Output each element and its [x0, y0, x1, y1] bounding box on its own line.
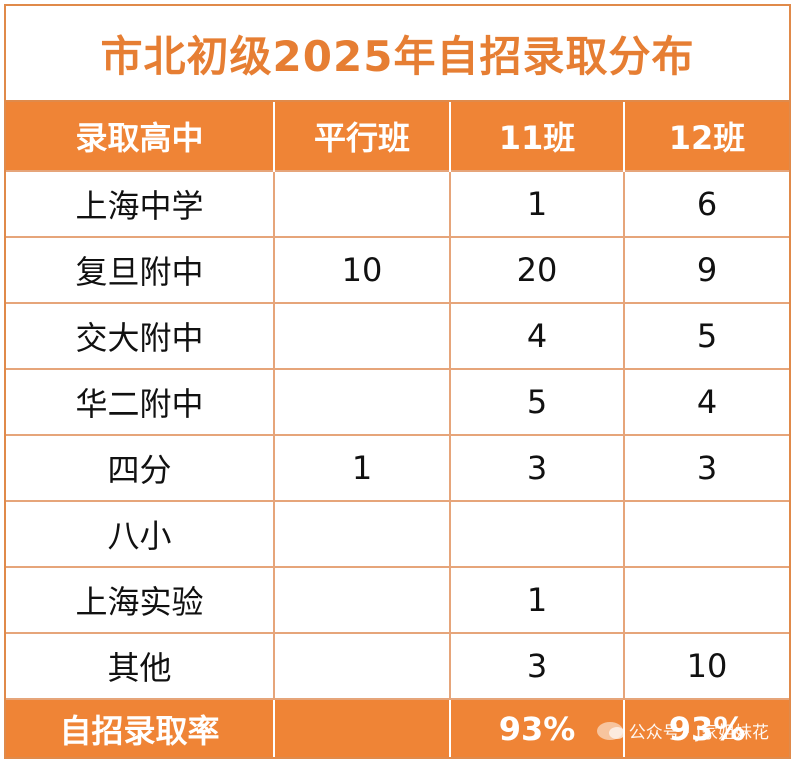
- cell-parallel: [273, 566, 451, 634]
- cell-parallel: [273, 500, 451, 568]
- cell-class-12: 3: [623, 434, 789, 502]
- table-row: 华二附中 5 4: [6, 368, 789, 436]
- cell-class-12: 6: [623, 170, 789, 238]
- cell-school: 复旦附中: [6, 236, 275, 304]
- table-row: 复旦附中 10 20 9: [6, 236, 789, 304]
- watermark-label: 公众号 · J家姐妹花: [628, 723, 769, 743]
- cell-class-11: 1: [449, 566, 625, 634]
- cell-school: 交大附中: [6, 302, 275, 370]
- table-row: 四分 1 3 3: [6, 434, 789, 502]
- footer-label: 自招录取率: [6, 699, 275, 757]
- cell-class-12: 4: [623, 368, 789, 436]
- cell-class-12: [623, 500, 789, 568]
- table-row: 上海中学 1 6: [6, 170, 789, 238]
- cell-class-12: 10: [623, 632, 789, 700]
- wechat-icon: [596, 721, 625, 740]
- cell-class-11: 1: [449, 170, 625, 238]
- cell-class-12: 9: [623, 236, 789, 304]
- cell-class-11: 3: [449, 632, 625, 700]
- cell-school: 其他: [6, 632, 275, 700]
- cell-class-11: 4: [449, 302, 625, 370]
- table-row: 上海实验 1: [6, 566, 789, 634]
- cell-school: 四分: [6, 434, 275, 502]
- cell-parallel: [273, 368, 451, 436]
- table-row: 八小: [6, 500, 789, 568]
- cell-school: 八小: [6, 500, 275, 568]
- cell-class-11: 20: [449, 236, 625, 304]
- header-class-11: 11班: [449, 102, 625, 171]
- footer-parallel: [273, 699, 451, 757]
- cell-parallel: [273, 170, 451, 238]
- footer-class-12-rate: 93%: [623, 699, 789, 757]
- table-footer-row: 自招录取率 93% 93%: [6, 699, 789, 757]
- cell-school: 华二附中: [6, 368, 275, 436]
- header-school: 录取高中: [6, 102, 275, 171]
- header-class-12: 12班: [623, 102, 789, 171]
- footer-class-11-rate: 93%: [449, 699, 625, 757]
- cell-parallel: [273, 302, 451, 370]
- watermark: 公众号 · J家姐妹花: [596, 718, 769, 743]
- cell-parallel: [273, 632, 451, 700]
- table-header-row: 录取高中 平行班 11班 12班: [6, 102, 789, 171]
- cell-parallel: 1: [273, 434, 451, 502]
- header-parallel-class: 平行班: [273, 102, 451, 171]
- cell-class-12: [623, 566, 789, 634]
- cell-class-11: [449, 500, 625, 568]
- cell-class-11: 5: [449, 368, 625, 436]
- admission-table-card: 市北初级2025年自招录取分布 录取高中 平行班 11班 12班 上海中学 1 …: [4, 4, 791, 759]
- table-row: 其他 3 10: [6, 632, 789, 700]
- cell-school: 上海中学: [6, 170, 275, 238]
- admission-table: 录取高中 平行班 11班 12班 上海中学 1 6 复旦附中 10 20 9 交…: [6, 102, 789, 757]
- table-row: 交大附中 4 5: [6, 302, 789, 370]
- cell-class-11: 3: [449, 434, 625, 502]
- cell-parallel: 10: [273, 236, 451, 304]
- cell-class-12: 5: [623, 302, 789, 370]
- cell-school: 上海实验: [6, 566, 275, 634]
- page-title: 市北初级2025年自招录取分布: [6, 6, 789, 102]
